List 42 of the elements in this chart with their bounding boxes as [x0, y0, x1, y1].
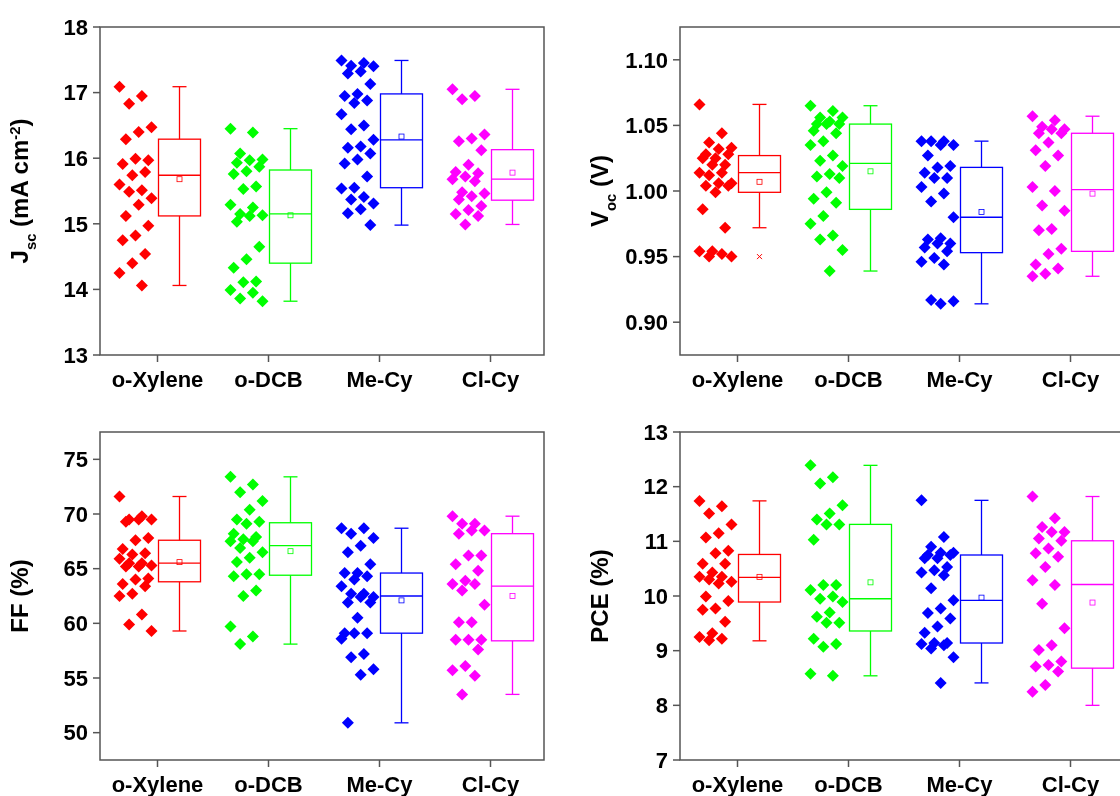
x-tick-label: Me-Cy — [346, 772, 414, 796]
x-tick-label: o-DCB — [234, 367, 303, 392]
x-tick-label: o-DCB — [234, 772, 303, 796]
y-tick-label: 9 — [655, 638, 668, 664]
x-tick-label: o-Xylene — [111, 367, 204, 392]
x-tick-label: o-Xylene — [691, 772, 784, 796]
y-tick-label: 13 — [643, 419, 668, 445]
x-tick-label: o-DCB — [814, 367, 883, 392]
x-tick-label: Me-Cy — [346, 367, 414, 392]
y-tick-label: 15 — [63, 211, 88, 237]
y-tick-label: 11 — [644, 529, 668, 555]
y-tick-label: 7 — [655, 747, 668, 773]
y-tick-label: 60 — [63, 611, 88, 637]
x-tick-label: Me-Cy — [926, 367, 994, 392]
y-tick-label: 75 — [63, 447, 88, 473]
y-tick-label: 1.00 — [625, 178, 668, 204]
y-tick-label: 17 — [63, 80, 88, 106]
x-tick-label: Cl-Cy — [461, 367, 520, 392]
y-tick-label: 70 — [63, 501, 88, 527]
y-tick-label: 0.95 — [625, 244, 668, 270]
y-tick-label: 1.10 — [625, 47, 668, 73]
y-tick-label: 14 — [63, 277, 89, 303]
y-tick-label: 18 — [63, 14, 88, 40]
x-tick-label: Cl-Cy — [1041, 772, 1100, 796]
y-tick-label: 1.05 — [625, 113, 668, 139]
y-tick-label: 65 — [63, 556, 88, 582]
y-tick-label: 55 — [63, 665, 88, 691]
y-axis-title: PCE (%) — [586, 549, 613, 643]
x-tick-label: Cl-Cy — [461, 772, 520, 796]
y-tick-label: 13 — [63, 342, 88, 368]
x-tick-label: o-Xylene — [111, 772, 204, 796]
x-tick-label: Me-Cy — [926, 772, 994, 796]
y-tick-label: 12 — [643, 474, 668, 500]
x-tick-label: o-Xylene — [691, 367, 784, 392]
y-tick-label: 0.90 — [625, 309, 668, 335]
y-tick-label: 50 — [63, 720, 88, 746]
y-tick-label: 8 — [655, 693, 668, 719]
x-tick-label: o-DCB — [814, 772, 883, 796]
y-tick-label: 10 — [643, 583, 668, 609]
y-tick-label: 16 — [63, 145, 88, 171]
y-axis-title: FF (%) — [6, 559, 33, 633]
x-tick-label: Cl-Cy — [1041, 367, 1100, 392]
